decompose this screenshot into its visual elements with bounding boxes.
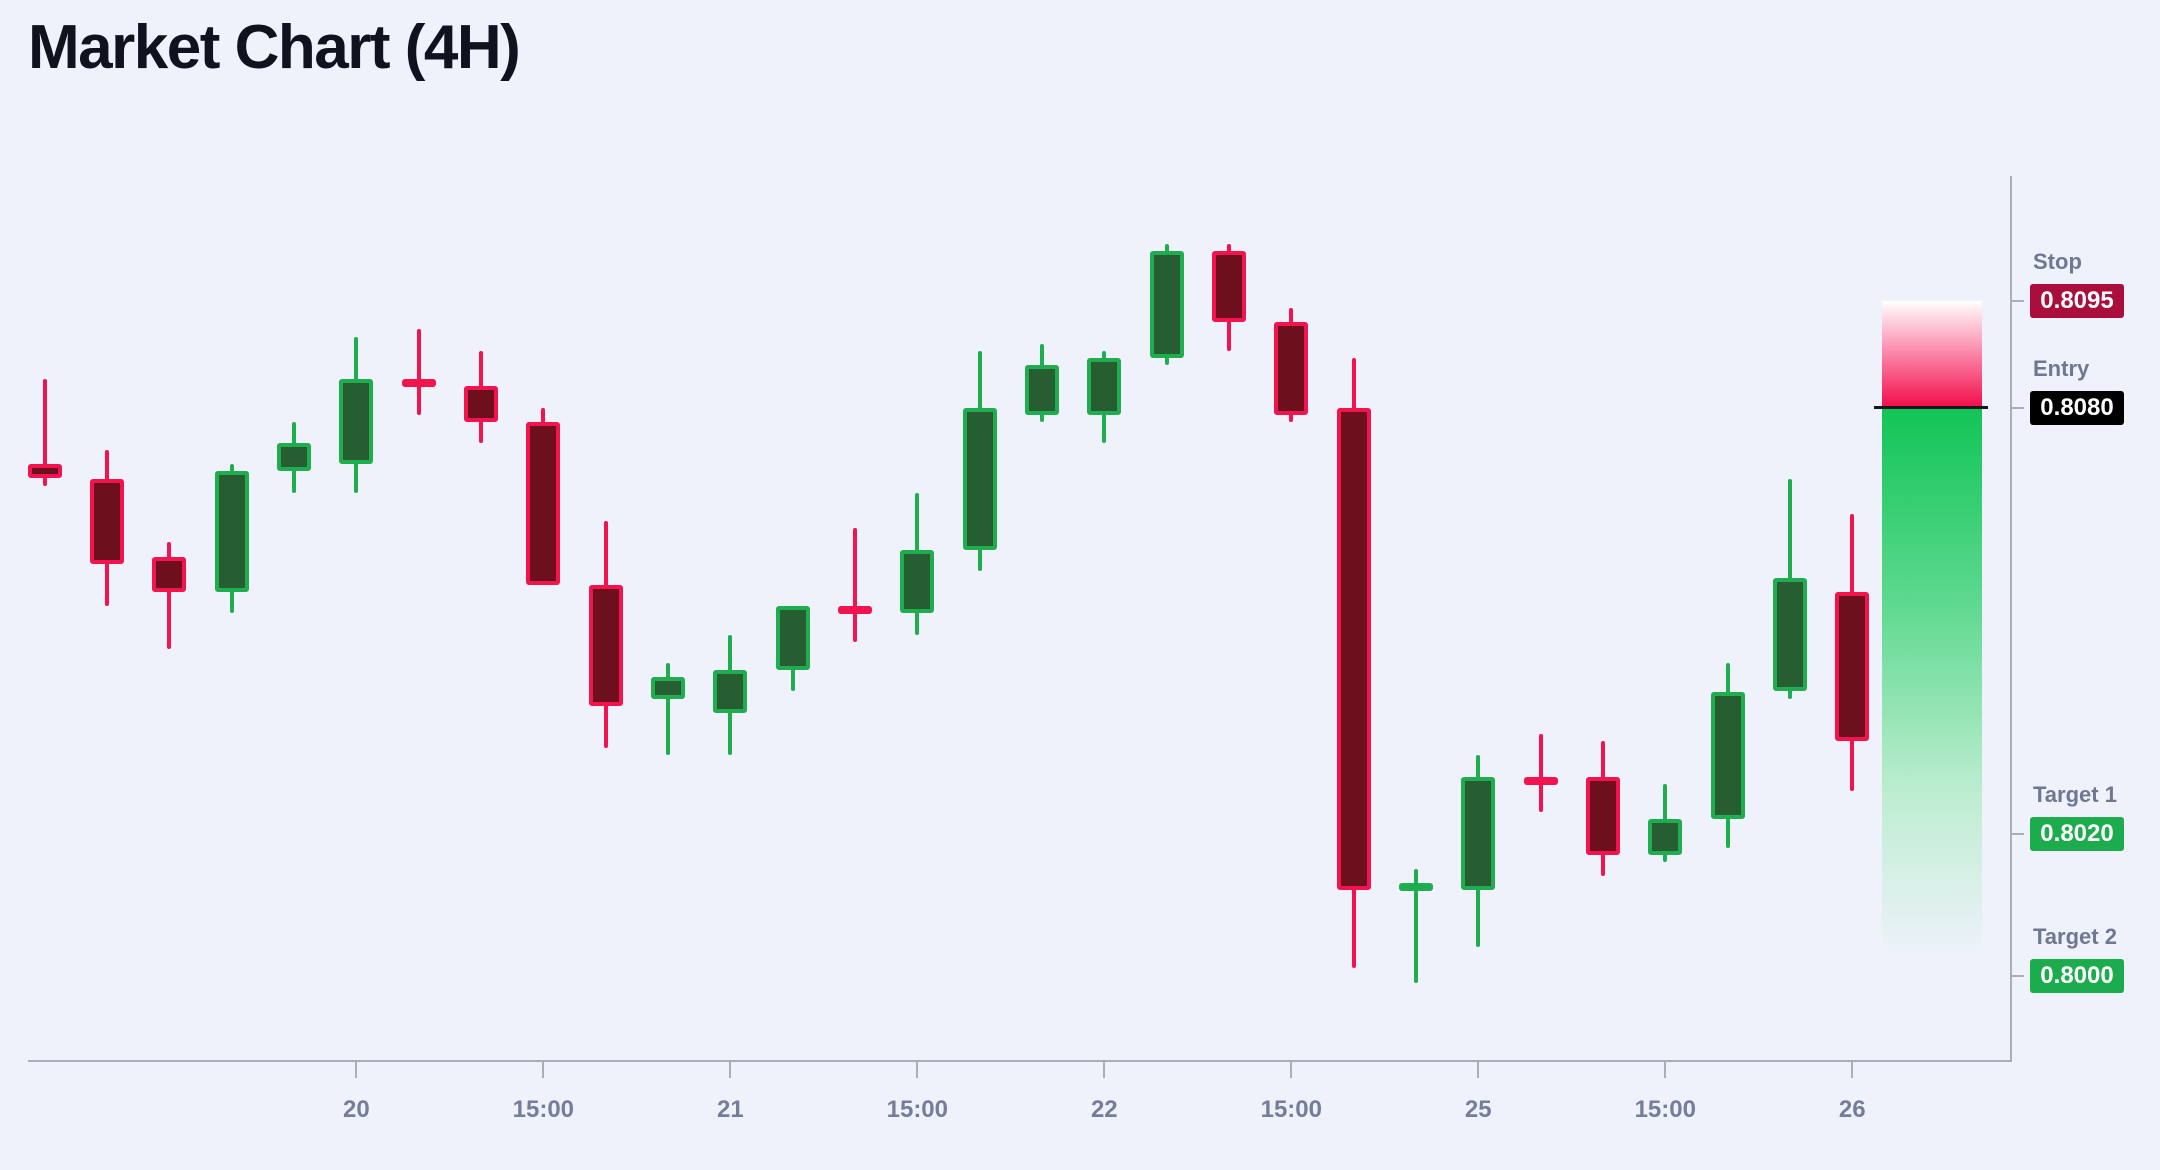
reward-zone: [1882, 407, 1982, 976]
candle-body: [1087, 357, 1122, 415]
target1-label: Target 1: [2033, 781, 2117, 807]
x-axis-label: 15:00: [512, 1096, 575, 1123]
stop-price-badge: 0.8095: [2030, 284, 2124, 318]
candle-wick: [1413, 869, 1418, 983]
target1-level: Target 1 0.8020: [2030, 782, 2140, 851]
x-axis-label: 25: [1464, 1096, 1492, 1123]
candle-body: [588, 585, 623, 706]
y-axis-tick: [2010, 832, 2024, 835]
candle-body: [1523, 776, 1558, 785]
stop-label: Stop: [2033, 249, 2082, 274]
target2-level: Target 2 0.8000: [2030, 924, 2140, 993]
target2-label: Target 2: [2033, 923, 2117, 949]
candle-body: [651, 677, 685, 699]
candle-body: [401, 379, 436, 388]
candle-body: [1461, 776, 1496, 891]
candle-body: [214, 471, 249, 593]
candle-body: [775, 606, 810, 671]
target1-price-badge: 0.8020: [2030, 816, 2124, 851]
candle-wick: [1538, 734, 1543, 813]
candle-body: [1648, 819, 1683, 855]
x-axis-line: [28, 1060, 2012, 1062]
candle-body: [464, 386, 498, 422]
candle-wick: [852, 528, 857, 642]
x-axis-label: 22: [1090, 1096, 1118, 1123]
candle-body: [339, 379, 374, 465]
candle-wick: [416, 329, 421, 415]
candle-body: [900, 549, 935, 614]
x-axis-label: 15:00: [1260, 1096, 1322, 1123]
candle-body: [27, 464, 62, 479]
candle-body: [1024, 364, 1059, 415]
page-title: Market Chart (4H): [28, 13, 521, 82]
entry-level: Entry 0.8080: [2030, 356, 2140, 425]
y-axis-line: [2010, 176, 2012, 1062]
candle-body: [1274, 322, 1309, 415]
x-axis-tick: [1477, 1061, 1480, 1078]
candle-body: [1149, 251, 1184, 358]
candle-body: [1585, 776, 1620, 855]
y-axis-tick: [2010, 300, 2024, 302]
candle-body: [1398, 883, 1433, 892]
candle-body: [1211, 251, 1246, 323]
candle-wick: [167, 542, 172, 649]
x-axis-tick: [1664, 1061, 1667, 1078]
x-axis-tick: [729, 1061, 732, 1078]
x-axis-label: 21: [716, 1096, 744, 1123]
entry-price-badge: 0.8080: [2030, 390, 2124, 425]
candle-body: [90, 478, 125, 564]
risk-zone: [1882, 301, 1982, 408]
candle-body: [1835, 592, 1870, 742]
x-axis-tick: [1103, 1061, 1106, 1078]
x-axis-label: 26: [1838, 1096, 1866, 1123]
x-axis-tick: [916, 1061, 919, 1078]
candle-body: [277, 443, 312, 472]
target2-price-badge: 0.8000: [2030, 958, 2124, 993]
candle-wick: [666, 663, 670, 756]
candle-body: [713, 670, 748, 713]
candle-body: [962, 407, 997, 550]
entry-label: Entry: [2033, 355, 2090, 381]
candle-body: [837, 606, 872, 615]
x-axis-tick: [355, 1061, 358, 1078]
y-axis-tick: [2010, 406, 2024, 409]
x-axis-label: 15:00: [1634, 1096, 1696, 1123]
stop-level: Stop 0.8095: [2030, 249, 2140, 318]
x-axis-tick: [542, 1061, 545, 1078]
x-axis-label: 15:00: [886, 1096, 949, 1123]
candle-body: [1336, 407, 1371, 891]
entry-price-line: [1874, 406, 1988, 409]
candle-body: [526, 421, 561, 585]
x-axis-tick: [1290, 1061, 1293, 1078]
candle-wick: [42, 379, 47, 486]
x-axis-label: 20: [342, 1096, 370, 1123]
candle-body: [1710, 691, 1745, 820]
y-axis-tick: [2010, 974, 2024, 977]
candle-body: [152, 556, 187, 593]
x-axis-tick: [1851, 1061, 1854, 1078]
candle-body: [1772, 577, 1807, 692]
